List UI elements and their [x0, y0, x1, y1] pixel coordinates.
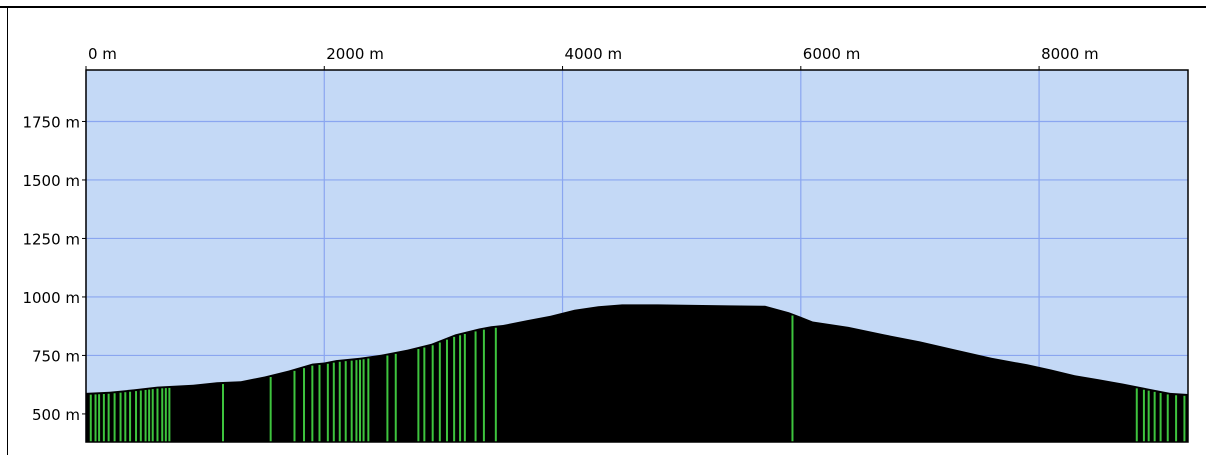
y-tick-label: 500 m — [32, 406, 80, 424]
x-tick-label: 0 m — [88, 45, 117, 63]
x-axis-ticks: 0 m 2000 m 4000 m 6000 m 8000 m — [85, 45, 1099, 70]
plot-border — [85, 69, 1189, 443]
y-tick-label: 750 m — [32, 347, 80, 365]
y-tick-label: 1000 m — [22, 289, 80, 307]
x-tick-label: 6000 m — [803, 45, 861, 63]
y-tick-label: 1500 m — [22, 172, 80, 190]
waypoint-markers — [89, 315, 1186, 442]
y-tick-label: 1250 m — [22, 230, 80, 248]
y-tick-label: 1750 m — [22, 113, 80, 131]
frame-top-border — [0, 6, 1206, 8]
frame-left-border — [7, 7, 8, 455]
y-axis-ticks: 500 m 750 m 1000 m 1250 m 1500 m 1750 m — [22, 113, 86, 424]
terrain-area — [86, 304, 1188, 442]
x-tick-label: 8000 m — [1041, 45, 1099, 63]
x-tick-label: 4000 m — [565, 45, 623, 63]
x-tick-label: 2000 m — [326, 45, 384, 63]
